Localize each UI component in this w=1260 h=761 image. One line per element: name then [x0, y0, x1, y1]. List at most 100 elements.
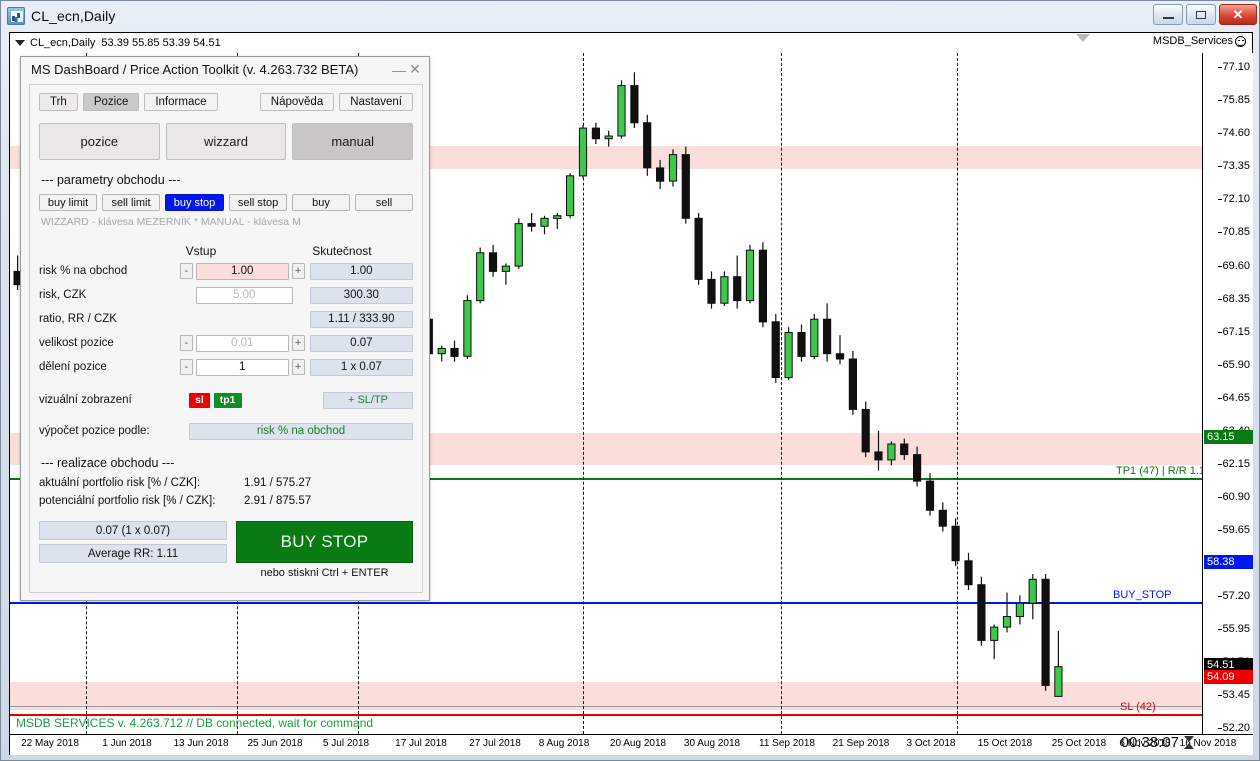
price-tick: 73.35 — [1218, 160, 1253, 172]
clock-value: 00:38:07 — [1120, 734, 1179, 751]
tp1-tag[interactable]: tp1 — [213, 392, 242, 408]
action-area: BUY STOP nebo stiskni Ctrl + ENTER — [236, 521, 413, 579]
order-type-buy-stop[interactable]: buy stop — [165, 194, 224, 211]
smiley-icon — [1235, 35, 1246, 47]
order-type-sell-limit[interactable]: sell limit — [102, 194, 160, 211]
price-tick: 64.65 — [1218, 392, 1253, 404]
period-separator-4 — [583, 53, 584, 734]
position-split-input[interactable]: 1 — [195, 358, 289, 376]
order-type-buy-limit[interactable]: buy limit — [39, 194, 97, 211]
date-tick: 25 Oct 2018 — [1051, 738, 1107, 749]
order-type-buy[interactable]: buy — [292, 194, 350, 211]
dashboard-titlebar: MS DashBoard / Price Action Toolkit (v. … — [21, 57, 429, 82]
position-calc-row: výpočet pozice podle: risk % na obchod — [39, 420, 413, 442]
param-label: dělení pozice — [39, 361, 107, 373]
position-calc-value[interactable]: risk % na obchod — [189, 422, 413, 440]
average-rr-box: Average RR: 1.11 — [39, 544, 227, 563]
tab-informace[interactable]: Informace — [144, 93, 218, 111]
current-portfolio-risk-row: aktuální portfolio risk [% / CZK]: 1.91 … — [39, 477, 413, 489]
date-tick: 20 Aug 2018 — [609, 738, 667, 749]
param-label: velikost pozice — [39, 337, 114, 349]
position-split-increment-button[interactable]: + — [291, 359, 305, 375]
price-tick: 60.90 — [1218, 491, 1253, 503]
sl-line[interactable] — [10, 714, 1202, 716]
close-button[interactable]: ✕ — [1219, 4, 1257, 25]
potential-portfolio-risk-label: potenciální portfolio risk [% / CZK]: — [39, 495, 216, 507]
risk-percent-decrement-button[interactable]: - — [179, 263, 193, 279]
position-size-input[interactable]: 0.01 — [195, 334, 289, 352]
risk-czk-input[interactable]: 5.00 — [195, 286, 293, 304]
time-axis[interactable]: 22 May 2018 1 Jun 2018 13 Jun 2018 25 Ju… — [10, 734, 1253, 755]
risk-percent-input[interactable]: 1.00 — [195, 262, 289, 280]
buy-stop-line[interactable] — [10, 602, 1202, 604]
dashboard-body: Trh Pozice Informace Nápověda Nastavení … — [29, 84, 423, 593]
chart-ohlc-values: 53.39 55.85 53.39 54.51 — [101, 37, 221, 49]
price-tick: 53.45 — [1218, 689, 1253, 701]
tab-napoveda[interactable]: Nápověda — [259, 93, 335, 111]
add-sltp-button[interactable]: + SL/TP — [323, 391, 413, 409]
dashboard-tabs: Trh Pozice Informace Nápověda Nastavení — [39, 93, 413, 111]
column-header-skutecnost: Skutečnost — [312, 244, 372, 258]
sl-tag[interactable]: sl — [189, 392, 210, 408]
param-input-group: - 1.00 + — [179, 262, 305, 280]
tab-nastaveni[interactable]: Nastavení — [339, 93, 413, 111]
tp1-line-label: TP1 (47) | R/R 1.11 — [1116, 465, 1202, 477]
msdb-services-label: MSDB_Services — [1152, 35, 1233, 47]
trade-execution-header: --- realizace obchodu --- — [41, 456, 175, 470]
dashboard-close-button[interactable]: ✕ — [409, 61, 421, 77]
price-tick: 65.90 — [1218, 359, 1253, 371]
current-price-badge: 54.51 — [1204, 658, 1253, 672]
mode-wizzard-button[interactable]: wizzard — [165, 123, 287, 160]
price-tick: 70.85 — [1218, 226, 1253, 238]
position-split-decrement-button[interactable]: - — [179, 359, 193, 375]
risk-percent-increment-button[interactable]: + — [291, 263, 305, 279]
supply-zone-lower — [10, 682, 1202, 710]
buy-stop-shortcut-note: nebo stiskni Ctrl + ENTER — [260, 567, 389, 579]
price-tick: 62.15 — [1218, 458, 1253, 470]
price-axis[interactable]: 77.10 75.85 74.60 73.35 72.10 70.85 69.6… — [1202, 53, 1253, 734]
date-tick: 17 Jul 2018 — [395, 738, 447, 749]
risk-percent-actual: 1.00 — [309, 262, 414, 280]
minimize-button[interactable] — [1153, 4, 1183, 25]
window-title: CL_ecn,Daily — [31, 8, 116, 24]
parameter-column-headers: Vstup Skutečnost — [39, 244, 413, 258]
position-size-increment-button[interactable]: + — [291, 335, 305, 351]
date-tick: 13 Jun 2018 — [173, 738, 229, 749]
visual-display-row: vizuální zobrazení sl tp1 + SL/TP — [39, 389, 413, 411]
ratio-actual: 1.11 / 333.90 — [309, 310, 414, 328]
price-tick: 69.60 — [1218, 260, 1253, 272]
price-tick: 72.10 — [1218, 193, 1253, 205]
maximize-button[interactable] — [1186, 4, 1216, 25]
tab-trh[interactable]: Trh — [39, 93, 78, 111]
param-row-risk-czk: risk, CZK 5.00 300.30 — [39, 284, 414, 306]
order-type-sell-stop[interactable]: sell stop — [229, 194, 287, 211]
price-tick: 57.20 — [1218, 590, 1253, 602]
tp1-line[interactable] — [10, 478, 1202, 480]
tab-pozice[interactable]: Pozice — [82, 93, 140, 111]
chevron-down-icon[interactable] — [15, 40, 25, 46]
window-titlebar: CL_ecn,Daily ✕ — [1, 1, 1260, 31]
buy-stop-submit-button[interactable]: BUY STOP — [236, 521, 413, 563]
param-label: risk % na obchod — [39, 265, 128, 277]
current-portfolio-risk-label: aktuální portfolio risk [% / CZK]: — [39, 477, 201, 489]
potential-portfolio-risk-row: potenciální portfolio risk [% / CZK]: 2.… — [39, 495, 413, 507]
date-tick: 3 Oct 2018 — [906, 738, 956, 749]
position-size-actual: 0.07 — [309, 334, 414, 352]
mode-button-group: pozice wizzard manual — [39, 123, 414, 160]
current-price-line — [10, 706, 1202, 707]
position-size-decrement-button[interactable]: - — [179, 335, 193, 351]
msdb-services-indicator: MSDB_Services — [1153, 35, 1246, 47]
date-tick: 5 Jul 2018 — [322, 738, 370, 749]
param-row-position-split: dělení pozice - 1 + 1 x 0.07 — [39, 356, 414, 378]
param-label: ratio, RR / CZK — [39, 313, 117, 325]
order-type-sell[interactable]: sell — [355, 194, 413, 211]
date-tick: 15 Oct 2018 — [977, 738, 1033, 749]
dashboard-minimize-button[interactable]: — — [392, 61, 406, 78]
price-tick: 67.15 — [1218, 326, 1253, 338]
chart-header: CL_ecn,Daily 53.39 55.85 53.39 54.51 MSD… — [10, 33, 1252, 53]
price-tick: 52.20 — [1218, 722, 1253, 734]
mode-manual-button[interactable]: manual — [292, 123, 414, 160]
sl-line-label: SL (42) — [1120, 701, 1156, 713]
sl-price-badge: 54.09 — [1204, 670, 1253, 684]
mode-pozice-button[interactable]: pozice — [39, 123, 160, 160]
